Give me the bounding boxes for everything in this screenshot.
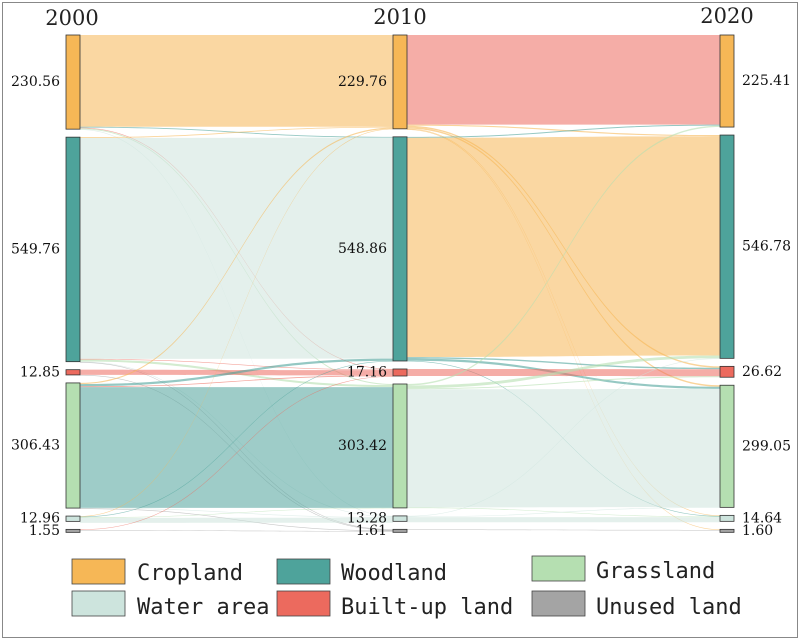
value-label-2020-unused-land: 1.60 bbox=[742, 523, 773, 539]
value-label-2000-water-area: 12.96 bbox=[20, 511, 60, 527]
legend-label-grassland: Grassland bbox=[596, 559, 715, 584]
value-label-2000-woodland: 549.76 bbox=[11, 241, 60, 257]
legend-label-built-up-land: Built-up land bbox=[341, 595, 513, 620]
legend-swatch-grassland bbox=[531, 555, 586, 582]
node-2010-built-up-land bbox=[392, 368, 408, 377]
node-2020-grassland bbox=[719, 384, 735, 508]
flow-2010-2020-grassland-to-grassland bbox=[407, 388, 720, 508]
node-2020-cropland bbox=[719, 34, 735, 128]
value-labels: 230.56 549.76 12.85 306.43 12.961.55 229.76 54… bbox=[11, 73, 791, 539]
flow-2000-2010-grassland-to-grassland bbox=[80, 387, 393, 508]
node-2010-water-area bbox=[392, 515, 408, 522]
legend-label-water-area: Water area bbox=[137, 595, 269, 620]
legend-label-unused-land: Unused land bbox=[596, 595, 742, 620]
flow-2000-2010-grassland-to-built-up-land bbox=[80, 375, 393, 388]
node-2000-cropland bbox=[65, 34, 81, 130]
node-2000-built-up-land bbox=[65, 369, 81, 376]
flow-links bbox=[80, 35, 720, 532]
node-2000-water-area bbox=[65, 515, 81, 522]
flow-2000-2010-cropland-to-cropland bbox=[80, 35, 393, 127]
value-label-2020-grassland: 299.05 bbox=[742, 438, 791, 454]
year-label-1: 2010 bbox=[373, 5, 426, 29]
flow-2010-2020-woodland-to-cropland bbox=[407, 124, 720, 138]
node-2010-cropland bbox=[392, 34, 408, 130]
legend-swatch-unused-land bbox=[531, 590, 586, 617]
legend-swatch-built-up-land bbox=[276, 590, 331, 617]
flow-2000-2010-unused-land-to-built-up-land bbox=[80, 376, 393, 530]
node-2020-built-up-land bbox=[719, 365, 735, 378]
flow-2010-2020-cropland-to-woodland bbox=[407, 124, 720, 137]
node-2000-grassland bbox=[65, 382, 81, 509]
value-label-2010-water-area: 13.28 bbox=[347, 511, 387, 527]
legend: Cropland Woodland Grassland Water area B… bbox=[71, 555, 742, 620]
value-label-2010-cropland: 229.76 bbox=[338, 74, 387, 90]
year-headers: 2000 2010 2020 bbox=[45, 4, 753, 30]
flow-2000-2010-woodland-to-built-up-land bbox=[80, 358, 393, 371]
year-label-0: 2000 bbox=[45, 6, 98, 30]
flow-2010-2020-grassland-to-built-up-land bbox=[407, 376, 720, 390]
value-label-2000-built-up-land: 12.85 bbox=[20, 364, 60, 380]
legend-label-cropland: Cropland bbox=[137, 561, 243, 586]
node-2010-woodland bbox=[392, 136, 408, 362]
flow-2000-2010-woodland-to-woodland bbox=[80, 137, 393, 359]
flow-2000-2010-grassland-to-cropland bbox=[80, 127, 393, 385]
flow-2000-2010-water-area-to-water-area bbox=[80, 517, 393, 523]
flow-2010-2020-cropland-to-cropland bbox=[407, 35, 720, 125]
value-label-2010-woodland: 548.86 bbox=[338, 241, 387, 257]
flow-2010-2020-grassland-to-woodland bbox=[407, 355, 720, 389]
value-label-2020-woodland: 546.78 bbox=[742, 239, 791, 255]
value-label-2010-built-up-land: 17.16 bbox=[347, 364, 387, 380]
node-2010-unused-land bbox=[392, 528, 408, 533]
node-2020-unused-land bbox=[719, 528, 735, 533]
flow-2000-2010-unused-land-to-unused-land bbox=[80, 529, 393, 532]
flow-2010-2020-water-area-to-water-area bbox=[407, 517, 720, 523]
flow-2010-2020-woodland-to-woodland bbox=[407, 136, 720, 358]
legend-swatch-cropland bbox=[71, 558, 126, 585]
node-2020-woodland bbox=[719, 134, 735, 359]
node-2010-grassland bbox=[392, 383, 408, 509]
legend-swatch-woodland bbox=[276, 558, 331, 585]
value-label-2020-water-area: 14.64 bbox=[742, 510, 782, 526]
value-label-2000-unused-land: 1.55 bbox=[29, 523, 60, 539]
value-label-2010-unused-land: 1.61 bbox=[356, 523, 387, 539]
node-2000-woodland bbox=[65, 136, 81, 363]
flow-2000-2010-grassland-to-woodland bbox=[80, 358, 393, 387]
year-label-2: 2020 bbox=[700, 4, 753, 28]
flow-2000-2010-water-area-to-woodland bbox=[80, 360, 393, 518]
value-label-2010-grassland: 303.42 bbox=[338, 438, 387, 454]
value-label-2000-grassland: 306.43 bbox=[11, 438, 60, 454]
flow-2000-2010-water-area-to-cropland bbox=[80, 128, 393, 517]
flow-2010-2020-water-area-to-woodland bbox=[407, 358, 720, 517]
flow-2010-2020-woodland-to-built-up-land bbox=[407, 357, 720, 370]
flow-2010-2020-water-area-to-grassland bbox=[407, 507, 720, 518]
value-label-2000-cropland: 230.56 bbox=[11, 74, 60, 90]
year-nodes bbox=[65, 34, 735, 533]
legend-label-woodland: Woodland bbox=[341, 561, 447, 586]
flow-2010-2020-unused-land-to-unused-land bbox=[407, 529, 720, 531]
value-label-2020-cropland: 225.41 bbox=[742, 73, 791, 89]
value-label-2020-built-up-land: 26.62 bbox=[742, 364, 782, 380]
node-2000-unused-land bbox=[65, 528, 81, 533]
node-2020-water-area bbox=[719, 514, 735, 522]
legend-swatch-water-area bbox=[71, 590, 126, 617]
flow-2000-2010-woodland-to-cropland bbox=[80, 126, 393, 138]
flow-2000-2010-water-area-to-grassland bbox=[80, 507, 393, 518]
flow-2010-2020-grassland-to-cropland bbox=[407, 125, 720, 386]
